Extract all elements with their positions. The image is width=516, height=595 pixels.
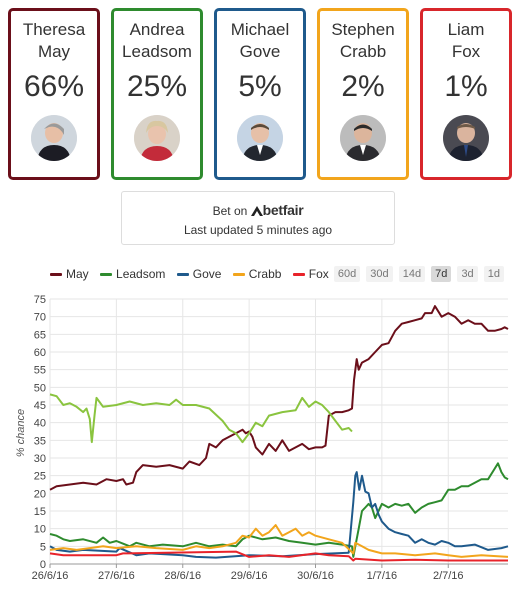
- legend-item-leadsom[interactable]: Leadsom: [100, 267, 165, 281]
- x-tick-label: 27/6/16: [98, 570, 135, 582]
- candidate-photo: [443, 115, 489, 161]
- last-updated: Last updated 5 minutes ago: [183, 223, 333, 237]
- range-button-60d[interactable]: 60d: [333, 266, 361, 282]
- series-line-fox: [49, 550, 508, 562]
- candidate-card-gove: Michael Gove 5%: [214, 8, 306, 180]
- betfair-brand: betfair: [262, 202, 304, 218]
- x-tick-label: 26/6/16: [32, 570, 69, 582]
- series-line-leadsom-earlier: [49, 393, 353, 444]
- chart-grid: [49, 298, 508, 565]
- chart-legend: May Leadsom Gove Crabb Fox: [50, 266, 337, 284]
- legend-swatch: [50, 273, 62, 277]
- candidate-percent: 2%: [341, 70, 385, 103]
- range-button-7d[interactable]: 7d: [431, 266, 452, 282]
- candidate-name: Stephen Crabb: [331, 20, 395, 61]
- legend-label: Crabb: [248, 266, 282, 281]
- candidate-card-fox: Liam Fox 1%: [420, 8, 512, 180]
- range-button-3d[interactable]: 3d: [457, 266, 478, 282]
- series-line-crabb: [49, 524, 509, 558]
- range-button-30d[interactable]: 30d: [366, 266, 393, 282]
- y-tick-label: 75: [34, 294, 46, 306]
- range-button-14d[interactable]: 14d: [398, 266, 426, 282]
- candidate-photo: [134, 115, 180, 161]
- range-button-1d[interactable]: 1d: [483, 266, 504, 282]
- legend-swatch: [292, 273, 305, 277]
- legend-swatch: [176, 273, 189, 277]
- y-tick-label: 70: [34, 312, 46, 324]
- candidate-photo: [31, 115, 77, 161]
- betfair-panel: Bet on betfair Last updated 5 minutes ag…: [121, 191, 395, 245]
- y-tick-label: 55: [34, 365, 46, 377]
- y-tick-label: 30: [34, 453, 46, 465]
- y-axis: 0 5 10 15 20 25 30 35 40 45 50 55 60 65 70 75: [34, 294, 46, 571]
- y-tick-label: 45: [34, 400, 46, 412]
- candidate-name: Michael Gove: [230, 20, 290, 61]
- candidate-photo: [340, 115, 386, 161]
- chart-series: [49, 305, 509, 562]
- candidate-percent: 25%: [126, 70, 188, 103]
- candidate-name: Liam Fox: [447, 20, 485, 61]
- candidate-percent: 66%: [23, 70, 85, 103]
- x-tick-label: 1/7/16: [367, 570, 398, 582]
- y-tick-label: 35: [34, 435, 46, 447]
- candidate-name: Theresa May: [22, 20, 86, 61]
- x-tick-label: 30/6/16: [297, 570, 334, 582]
- candidate-card-crabb: Stephen Crabb 2%: [317, 8, 409, 180]
- candidate-name: Andrea Leadsom: [122, 20, 192, 61]
- y-tick-label: 60: [34, 347, 46, 359]
- y-tick-label: 25: [34, 471, 46, 483]
- x-tick-label: 29/6/16: [231, 570, 268, 582]
- candidate-cards: Theresa May 66% Andrea Leadsom 25% Micha…: [8, 8, 512, 180]
- range-selector: 60d 30d 14d 7d 3d 1d: [331, 266, 504, 282]
- x-tick-label: 2/7/16: [433, 570, 464, 582]
- legend-item-may[interactable]: May: [50, 267, 89, 281]
- legend-label: Leadsom: [116, 266, 166, 281]
- legend-label: Fox: [308, 266, 329, 281]
- x-axis: 26/6/16 27/6/16 28/6/16 29/6/16 30/6/16 1/7/1…: [32, 563, 508, 582]
- legend-item-gove[interactable]: Gove: [176, 266, 222, 281]
- legend-swatch: [232, 273, 245, 277]
- y-tick-label: 20: [34, 488, 46, 500]
- candidate-card-leadsom: Andrea Leadsom 25%: [111, 8, 203, 180]
- candidate-percent: 5%: [238, 70, 282, 103]
- y-tick-label: 40: [34, 418, 46, 430]
- y-tick-label: 0: [40, 559, 46, 571]
- y-tick-label: 5: [40, 541, 46, 553]
- legend-label: May: [66, 266, 89, 281]
- legend-item-crabb[interactable]: Crabb: [232, 266, 282, 281]
- legend-swatch: [100, 273, 113, 277]
- y-tick-label: 65: [34, 329, 46, 341]
- bet-on-text: Bet on: [212, 204, 248, 218]
- x-tick-label: 28/6/16: [164, 570, 201, 582]
- y-tick-label: 15: [34, 506, 46, 518]
- y-tick-label: 50: [34, 382, 46, 394]
- legend-label: Gove: [192, 266, 222, 281]
- y-axis-label: % chance: [15, 409, 27, 457]
- candidate-card-may: Theresa May 66%: [8, 8, 100, 180]
- series-line-may: [49, 305, 509, 491]
- y-tick-label: 10: [34, 524, 46, 536]
- series-line-gove: [49, 471, 509, 559]
- candidate-photo: [237, 115, 283, 161]
- betfair-logo[interactable]: betfair: [250, 202, 304, 218]
- candidate-percent: 1%: [444, 70, 488, 103]
- betfair-icon: [250, 206, 263, 216]
- legend-item-fox[interactable]: Fox: [292, 266, 329, 281]
- line-chart: 0 5 10 15 20 25 30 35 40 45 50 55 60 65 70 75 26/6/16 27…: [15, 294, 509, 582]
